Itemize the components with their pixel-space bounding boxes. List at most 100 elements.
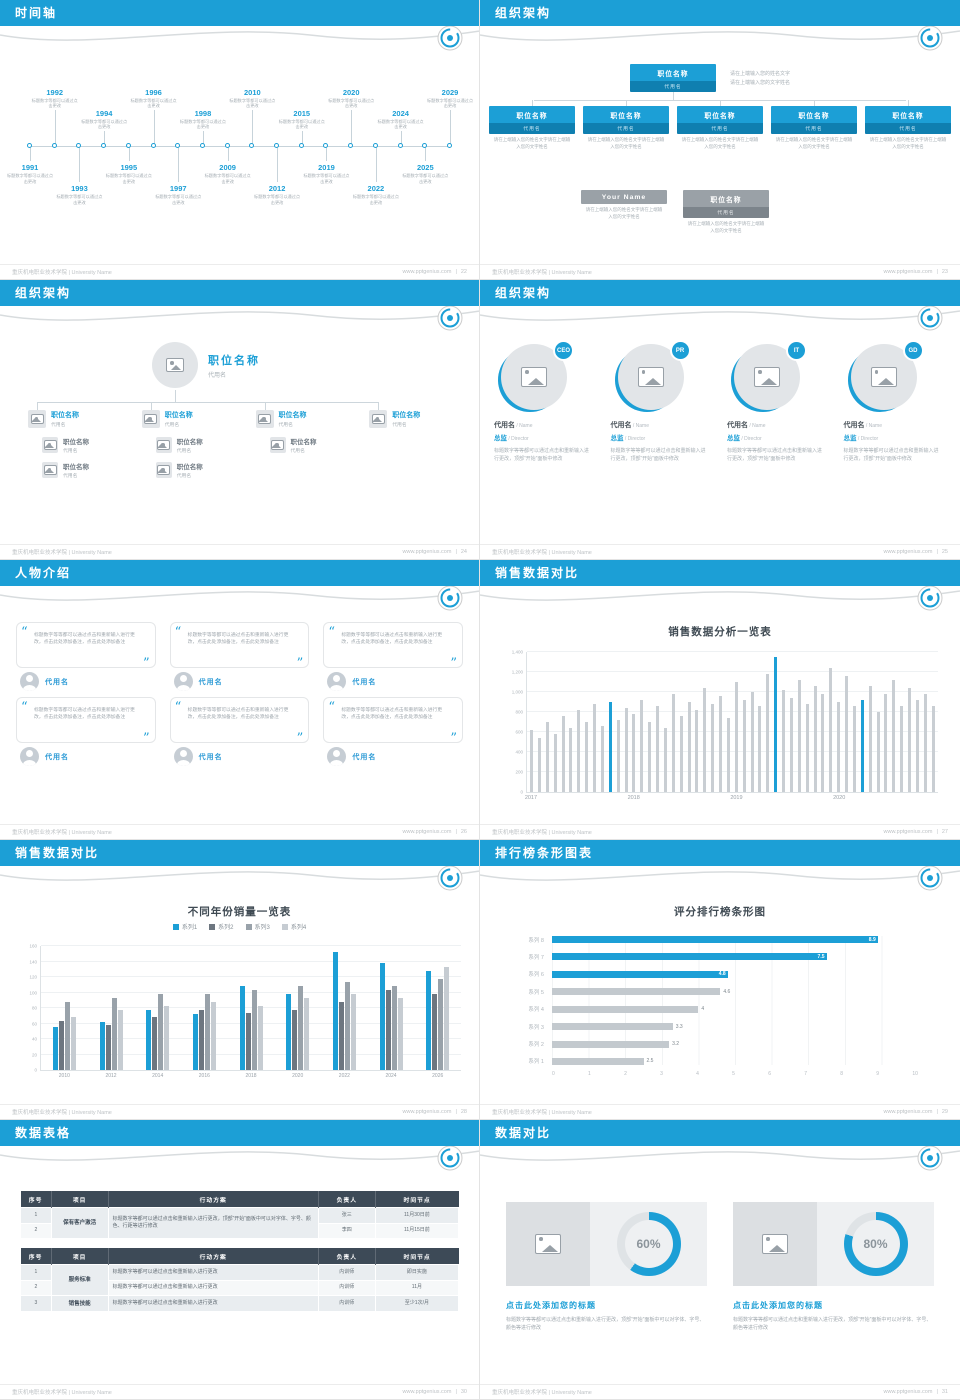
rank-label: 系列 2: [528, 1042, 544, 1049]
bar: [164, 1005, 170, 1070]
slide-footer: 重庆机电职业技术学院 | University Name www.pptgeni…: [480, 544, 960, 559]
rank-bar: 3.2: [552, 1040, 679, 1048]
quote-text: 标题数字等等都可以通过点击和重新输入进行更改，点击此处添加备注，点击此处添加备注: [341, 708, 443, 721]
bar: [152, 1017, 158, 1070]
member-desc: 标题数字等等都可以通过点击和重新输入进行更改，顶部“开始”面板中修改: [494, 448, 590, 462]
cell-project: 保有客户激活: [50, 1207, 109, 1239]
bar-group: 2016: [181, 946, 228, 1079]
timeline-node: [51, 143, 57, 148]
bar: [192, 1014, 198, 1070]
slide-footer: 重庆机电职业技术学院 | University Name www.pptgeni…: [480, 1384, 960, 1399]
th-plan: 行动方案: [108, 1191, 319, 1208]
bar: [616, 720, 620, 792]
org-node-text: 职位名称 代用名: [51, 410, 79, 428]
footer-page: www.pptgenius.com | 29: [884, 1109, 948, 1115]
org-node-title: 职位名称: [278, 412, 307, 419]
slide-people-intro[interactable]: 人物介绍 “ 标题数字等等都可以通过点击和重新输入进行更改，点击此处添加备注，点击…: [0, 560, 480, 840]
org-node-subtitle: 代用名: [290, 449, 305, 454]
timeline-year: 2012: [268, 184, 286, 193]
org-root-node: 职位名称 代用名: [152, 342, 260, 388]
y-tick-label: 0: [520, 789, 523, 795]
slide-timeline[interactable]: 时间轴 1991 标题数字等都可以通过点击更改 1992 标题数字等都可以通过点击更改…: [0, 0, 480, 280]
timeline-stem: [54, 110, 56, 146]
y-tick-label: 1,400: [511, 649, 523, 655]
cell-plan: 标题数字等都可以通过点击和重新输入进行更改，顶部“开始”面板中可以对字体、字号、…: [107, 1207, 319, 1239]
timeline-desc: 标题数字等都可以通过点击更改: [402, 173, 449, 184]
quote-bubble: “ 标题数字等等都可以通过点击和重新输入进行更改，点击此处添加备注，点击此处添加备…: [323, 622, 463, 670]
slide-header: 时间轴: [0, 0, 479, 26]
avatar-icon: [173, 747, 193, 766]
slide-org-chart-1[interactable]: 组织架构 职位名称 代用名 请在上端输入您的姓名文字 请在上端输入您的文字姓名 …: [480, 0, 960, 280]
header-wave-decoration: [480, 25, 960, 51]
slide-ranking-chart[interactable]: 排行榜条形图表 评分排行榜条形图 系列 8 8.9 系列 7 7.5 系列 6 4.8 系列…: [480, 840, 960, 1120]
org-root-subtitle: 代用名: [630, 81, 716, 92]
slide-yearly-sales[interactable]: 销售数据对比 不同年份销量一览表 系列1 系列2 系列3 系列4 0 20 40 60 80 1…: [0, 840, 480, 1120]
bar: [766, 674, 770, 792]
image-placeholder: [141, 410, 160, 428]
image-icon: [157, 465, 171, 475]
bar: [695, 710, 699, 792]
chart-canvas: 不同年份销量一览表 系列1 系列2 系列3 系列4 0 20 40 60 80 100 120 14…: [0, 896, 479, 1103]
org-unit-desc: 请在上端输入您的姓名文字请在上端输入您的文字姓名: [681, 137, 759, 149]
quote-bubble: “ 标题数字等等都可以通过点击和重新输入进行更改，点击此处添加备注，点击此处添加备…: [323, 697, 463, 746]
rank-bar: 3.3: [552, 1023, 683, 1031]
footer-page-number: 23: [941, 269, 948, 275]
bar: [444, 966, 450, 1070]
bar: [577, 710, 581, 792]
member-name-en: / Name: [748, 423, 766, 429]
close-quote-icon: ”: [450, 731, 457, 746]
person-footer: 代用名: [327, 672, 463, 691]
x-tick-label: 10: [912, 1071, 918, 1077]
image-icon: [43, 465, 57, 475]
slide-org-chart-3[interactable]: 组织架构 CEO 代用名 / Name 总监 / Director 标题数字等等都可以…: [480, 280, 960, 560]
bar-group: 2020: [274, 946, 321, 1079]
slide-title: 时间轴: [15, 6, 58, 20]
slide-data-compare[interactable]: 数据对比 60% 点击此处添加您的标题 标题数字等等都可以通过点击和重新输入进行更改…: [480, 1120, 960, 1400]
panel-media: 80%: [733, 1202, 934, 1286]
member-role-en: / Director: [856, 436, 879, 442]
footer-separator: |: [936, 829, 938, 835]
slide-sales-analysis[interactable]: 销售数据对比 销售数据分析一览表 0 200 400 600 800 1,000 1,200…: [480, 560, 960, 840]
slide-header: 人物介绍: [0, 560, 479, 586]
member-name: 代用名 / Name: [727, 420, 830, 430]
slide-org-chart-2[interactable]: 组织架构 职位名称 代用名 职位名称 代用名 职位名称 代用名 职位名称 代用名 职位名称代…: [0, 280, 480, 560]
bar: [251, 990, 257, 1070]
image-icon: [157, 440, 171, 450]
timeline-node: [397, 143, 403, 148]
org-node-subtitle: 代用名: [392, 423, 407, 428]
person-name: 代用名: [352, 678, 377, 686]
x-axis: 0 1 2 3 4 5 6 7 8 9 10: [552, 1071, 918, 1077]
rank-label: 系列 3: [528, 1024, 544, 1031]
bar: [350, 994, 356, 1070]
org-child-node: 职位名称 代用名: [141, 410, 240, 428]
org-child-node: 职位名称 代用名: [369, 410, 467, 428]
slide-footer: 重庆机电职业技术学院 | University Name www.pptgeni…: [480, 1104, 960, 1119]
open-quote-icon: “: [328, 700, 335, 715]
gridline: [527, 711, 938, 712]
image-icon: [258, 414, 271, 424]
team-canvas: CEO 代用名 / Name 总监 / Director 标题数字等等都可以通过点击和…: [480, 336, 960, 543]
org-node-title: 职位名称: [164, 412, 193, 419]
rank-bar: 4.8: [552, 970, 728, 978]
cell-deadline: 至少1次/月: [374, 1294, 460, 1313]
bar-series: [527, 652, 938, 792]
bar: [750, 692, 754, 792]
slide-data-tables[interactable]: 数据表格 序号 项目 行动方案 负责人 时间节点: [0, 1120, 480, 1400]
bar: [105, 1025, 111, 1070]
slide-title: 销售数据对比: [495, 566, 580, 580]
table-header-row: 序号 项目 行动方案 负责人 时间节点: [20, 1248, 459, 1265]
logo-dot-icon: [927, 875, 933, 881]
member-role: 总监 / Director: [494, 432, 597, 442]
person-name: 代用名: [45, 753, 69, 761]
bar: [671, 694, 675, 792]
person-card: “ 标题数字等等都可以通过点击和重新输入进行更改，点击此处添加备注，点击此处添加备…: [16, 622, 156, 693]
slide-footer: 重庆机电职业技术学院 | University Name www.pptgeni…: [0, 264, 479, 279]
panel-desc: 标题数字等等都可以通过点击和重新输入进行更改，顶部“开始”面板中可以对字体、字号…: [506, 1317, 705, 1332]
bar: [385, 990, 391, 1070]
org-sub-node: 职位名称 代用名: [42, 436, 126, 454]
timeline-stem: [351, 110, 353, 146]
org-node-text: 职位名称 代用名: [165, 410, 193, 428]
donut-percent-label: 60%: [624, 1220, 673, 1268]
bar: [117, 1009, 123, 1070]
image-icon: [166, 358, 184, 372]
